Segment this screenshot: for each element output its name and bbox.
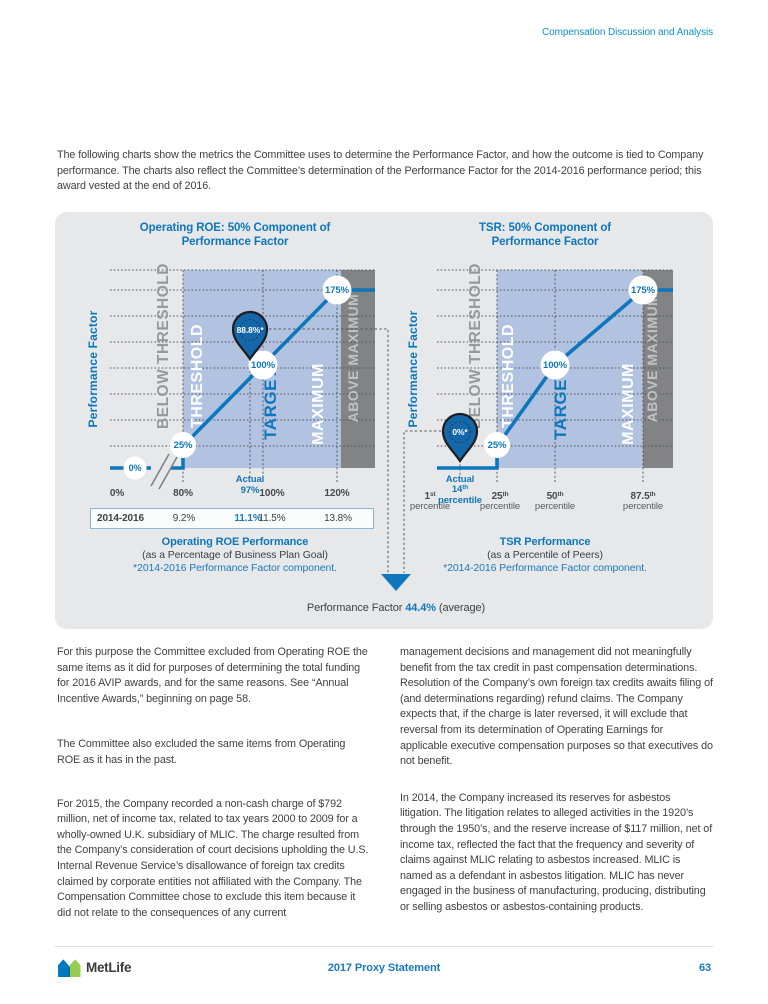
x-tick-0: 0% — [110, 488, 124, 499]
zone-maximum-label: MAXIMUM — [620, 363, 637, 445]
zone-threshold-label: THRESHOLD — [500, 324, 517, 428]
x-tick-120: 120% — [324, 488, 349, 499]
roe-results-row: 2014-2016 9.2% 11.1% 11.5% 13.8% — [90, 508, 374, 529]
point-175: 175% — [628, 275, 658, 305]
actual-callout-pin: 0%* — [441, 412, 479, 463]
point-175: 175% — [322, 275, 352, 305]
right-chart-title-line1: TSR: 50% Component of — [478, 222, 612, 234]
left-chart-caption: Operating ROE Performance (as a Percenta… — [79, 536, 391, 575]
x-tick-50th: 50th percentile — [535, 491, 575, 512]
zone-target-label: TARGET — [551, 368, 570, 440]
paragraph: For 2015, the Company recorded a non-cas… — [57, 797, 369, 919]
actual-value: 14th — [452, 484, 468, 495]
x-tick-25th: 25th percentile — [480, 491, 520, 512]
performance-factor-panel: Operating ROE: 50% Component of Performa… — [55, 212, 713, 629]
left-chart-title-line1: Operating ROE: 50% Component of — [139, 222, 331, 234]
left-caption-title: Operating ROE Performance — [161, 536, 309, 548]
left-caption-subtitle: (as a Percentage of Business Plan Goal) — [142, 549, 328, 561]
svg-text:25th: 25th — [492, 491, 509, 502]
left-y-axis-label: Performance Factor — [86, 310, 100, 427]
x-tick-87-5th: 87.5th percentile — [623, 491, 663, 512]
result-value: 44.4% — [405, 602, 436, 614]
zone-below-threshold-label: BELOW THRESHOLD — [155, 263, 172, 429]
point-100-label: 100% — [251, 360, 276, 371]
down-arrow-icon — [381, 574, 411, 591]
page-footer: MetLife 2017 Proxy Statement 63 — [55, 946, 713, 988]
left-caption-note: *2014-2016 Performance Factor component. — [133, 561, 337, 574]
point-100: 100% — [540, 350, 570, 380]
paragraph: In 2014, the Company increased its reser… — [400, 791, 713, 913]
actual-value: 97% — [241, 485, 260, 496]
paragraph: management decisions and management did … — [400, 646, 713, 768]
section-header: Compensation Discussion and Analysis — [542, 27, 713, 38]
metlife-logo: MetLife — [57, 957, 131, 978]
svg-text:87.5th: 87.5th — [630, 491, 655, 502]
actual-word: Actual — [236, 474, 264, 485]
svg-text:percentile: percentile — [480, 501, 520, 512]
point-25: 25% — [170, 432, 196, 458]
actual-word: Actual — [446, 474, 474, 485]
operating-roe-chart: BELOW THRESHOLD THRESHOLD TARGET MAXIMUM… — [86, 263, 375, 499]
tsr-chart: BELOW THRESHOLD THRESHOLD TARGET MAXIMUM… — [406, 263, 673, 512]
svg-text:50th: 50th — [547, 491, 564, 502]
roe-value-target: 11.5% — [258, 513, 286, 524]
axis-break-icon — [150, 453, 178, 490]
right-chart-title: TSR: 50% Component of Performance Factor — [415, 221, 675, 249]
point-25-label: 25% — [174, 440, 193, 451]
right-caption-title: TSR Performance — [499, 536, 591, 548]
actual-callout-value: 0%* — [452, 427, 468, 437]
actual-unit: percentile — [438, 495, 482, 506]
roe-period: 2014-2016 — [97, 513, 144, 524]
zone-maximum-label: MAXIMUM — [310, 363, 327, 445]
footer-title: 2017 Proxy Statement — [327, 962, 441, 974]
performance-factor-result: Performance Factor 44.4% (average) — [79, 602, 713, 614]
footer-page-number: 63 — [698, 962, 711, 974]
actual-callout-value: 88.8%* — [237, 325, 265, 335]
metlife-wordmark: MetLife — [86, 960, 132, 975]
left-chart-title: Operating ROE: 50% Component of Performa… — [79, 221, 391, 249]
paragraph: For this purpose the Committee excluded … — [57, 646, 368, 705]
zone-above-maximum-label: ABOVE MAXIMUM — [644, 294, 660, 423]
roe-value-maximum: 13.8% — [324, 513, 352, 524]
point-0-label: 0% — [129, 463, 142, 473]
body-columns: For this purpose the Committee excluded … — [57, 645, 713, 921]
point-25: 25% — [484, 432, 510, 458]
svg-text:percentile: percentile — [535, 501, 575, 512]
intro-paragraph: The following charts show the metrics th… — [57, 149, 704, 193]
left-chart-title-line2: Performance Factor — [181, 236, 289, 248]
right-column: management decisions and management did … — [400, 645, 713, 921]
svg-text:percentile: percentile — [410, 501, 450, 512]
zone-below-threshold-label: BELOW THRESHOLD — [467, 263, 484, 429]
roe-value-threshold: 9.2% — [172, 513, 196, 524]
x-tick-100: 100% — [259, 488, 284, 499]
actual-callout-pin: 88.8%* — [231, 310, 269, 361]
zone-above-maximum-label: ABOVE MAXIMUM — [345, 294, 361, 423]
svg-text:percentile: percentile — [623, 501, 663, 512]
right-y-axis-label: Performance Factor — [406, 310, 420, 427]
result-prefix: Performance Factor — [306, 602, 406, 614]
result-suffix: (average) — [435, 602, 486, 614]
point-0: 0% — [123, 456, 147, 480]
zone-threshold-label: THRESHOLD — [189, 324, 206, 428]
right-caption-note: *2014-2016 Performance Factor component. — [443, 561, 647, 574]
right-chart-caption: TSR Performance (as a Percentile of Peer… — [415, 536, 675, 575]
target-band — [497, 270, 643, 468]
roe-value-actual: 11.1% — [234, 513, 262, 524]
point-100-label: 100% — [543, 360, 568, 371]
metlife-m-icon — [58, 959, 81, 978]
point-175-label: 175% — [631, 285, 656, 296]
right-caption-subtitle: (as a Percentile of Peers) — [487, 549, 603, 561]
paragraph: The Committee also excluded the same ite… — [57, 738, 346, 766]
point-25-label: 25% — [488, 440, 507, 451]
x-tick-80: 80% — [173, 488, 193, 499]
left-column: For this purpose the Committee excluded … — [57, 645, 370, 921]
point-175-label: 175% — [325, 285, 350, 296]
right-chart-title-line2: Performance Factor — [491, 236, 599, 248]
